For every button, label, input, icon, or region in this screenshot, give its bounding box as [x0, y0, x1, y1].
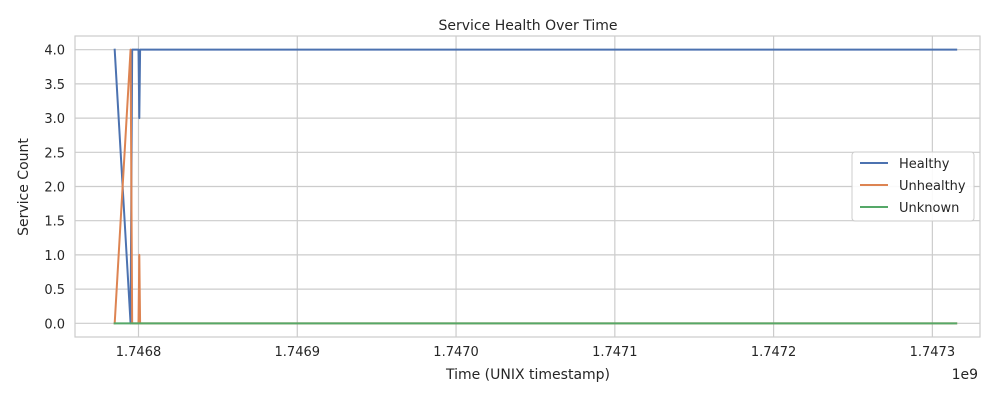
- legend-label-unknown: Unknown: [899, 201, 959, 216]
- y-axis-label: Service Count: [16, 138, 32, 236]
- x-axis-label: Time (UNIX timestamp): [445, 367, 610, 383]
- y-tick-label: 3.5: [44, 78, 65, 93]
- plot-area: [74, 35, 981, 338]
- x-tick-label: 1.7470: [433, 345, 479, 360]
- x-tick-label: 1.7472: [751, 345, 797, 360]
- x-tick-label: 1.7473: [910, 345, 956, 360]
- x-axis-offset-label: 1e9: [952, 367, 978, 383]
- y-tick-label: 0.5: [44, 283, 65, 298]
- legend-label-unhealthy: Unhealthy: [899, 179, 966, 194]
- y-tick-label: 1.5: [44, 215, 65, 230]
- legend: Healthy Unhealthy Unknown: [851, 151, 975, 222]
- y-tick-label: 3.0: [44, 112, 65, 127]
- legend-box: [851, 151, 975, 222]
- y-tick-label: 4.0: [44, 44, 65, 59]
- x-tick-label: 1.7468: [116, 345, 162, 360]
- x-tick-label: 1.7469: [275, 345, 321, 360]
- series-lines: [113, 48, 958, 325]
- y-tick-label: 1.0: [44, 249, 65, 264]
- x-tick-label: 1.7471: [592, 345, 638, 360]
- chart-title: Service Health Over Time: [439, 18, 618, 34]
- axis-ticks: 1.7468 1.7469 1.7470 1.7471 1.7472 1.7473 0.0 0…: [44, 44, 955, 360]
- y-tick-label: 2.5: [44, 146, 65, 161]
- grid: [75, 36, 980, 337]
- y-tick-label: 0.0: [44, 317, 65, 332]
- legend-label-healthy: Healthy: [899, 157, 950, 172]
- y-tick-label: 2.0: [44, 181, 65, 196]
